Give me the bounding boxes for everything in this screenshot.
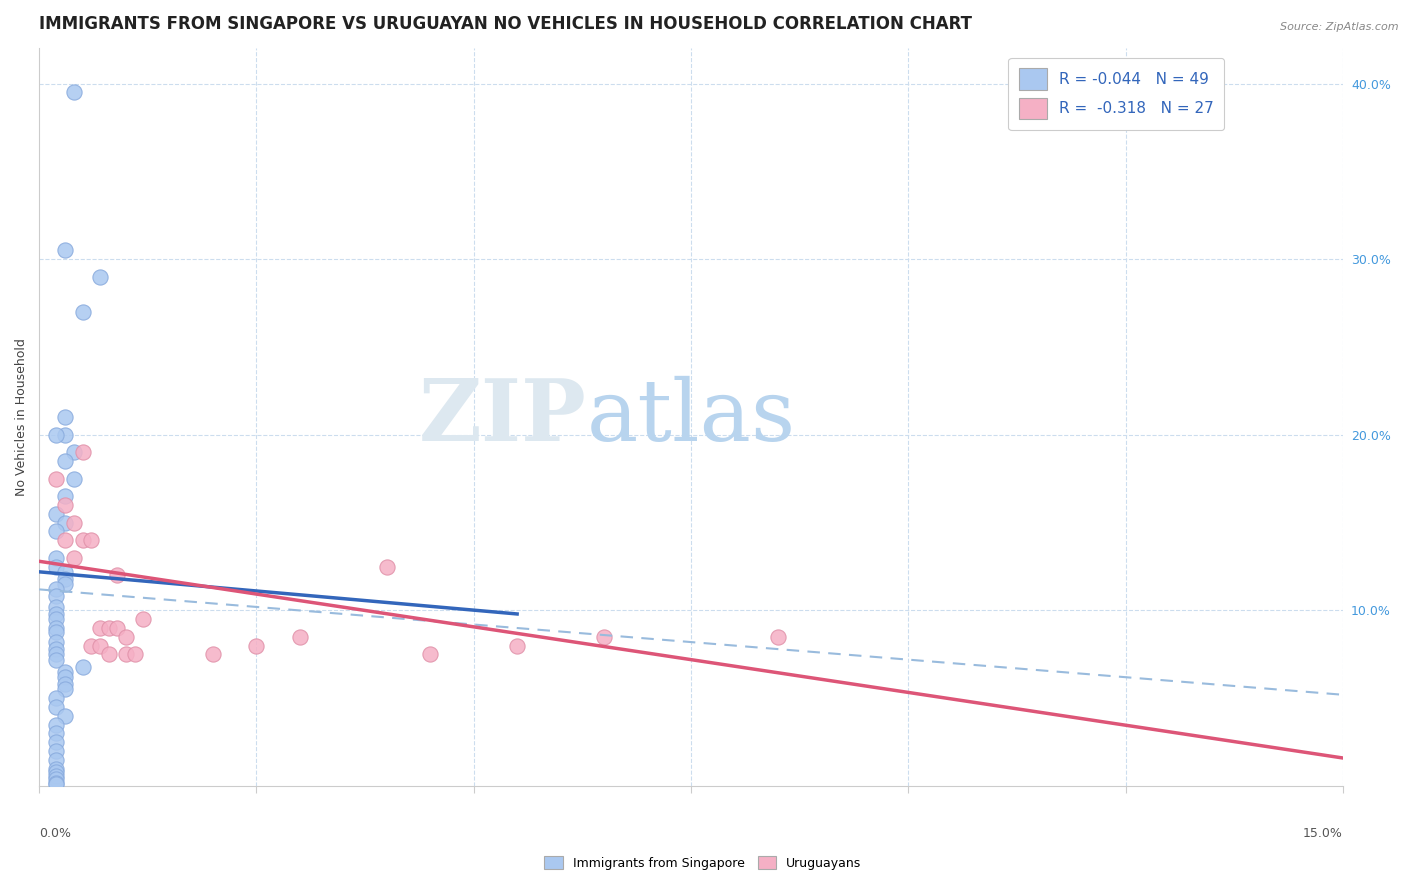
- Point: [63, 472, 86, 486]
- Point: [45, 642, 67, 657]
- Point: [80, 533, 103, 548]
- Point: [506, 639, 529, 653]
- Point: [45, 735, 67, 749]
- Point: [72, 659, 94, 673]
- Point: [53, 670, 76, 684]
- Point: [63, 445, 86, 459]
- Text: IMMIGRANTS FROM SINGAPORE VS URUGUAYAN NO VEHICLES IN HOUSEHOLD CORRELATION CHAR: IMMIGRANTS FROM SINGAPORE VS URUGUAYAN N…: [39, 15, 972, 33]
- Point: [45, 559, 67, 574]
- Point: [53, 427, 76, 442]
- Point: [72, 305, 94, 319]
- Point: [63, 550, 86, 565]
- Point: [53, 410, 76, 425]
- Point: [89, 269, 111, 284]
- Point: [45, 648, 67, 662]
- Point: [53, 244, 76, 258]
- Point: [53, 565, 76, 579]
- Text: 0.0%: 0.0%: [39, 827, 72, 839]
- Point: [45, 691, 67, 706]
- Point: [53, 572, 76, 586]
- Point: [53, 498, 76, 512]
- Point: [593, 630, 616, 644]
- Point: [53, 709, 76, 723]
- Point: [766, 630, 789, 644]
- Point: [53, 533, 76, 548]
- Point: [45, 507, 67, 521]
- Point: [89, 621, 111, 635]
- Point: [45, 624, 67, 639]
- Point: [201, 648, 224, 662]
- Point: [45, 717, 67, 731]
- Point: [45, 599, 67, 614]
- Point: [45, 607, 67, 621]
- Legend: R = -0.044   N = 49, R =  -0.318   N = 27: R = -0.044 N = 49, R = -0.318 N = 27: [1008, 58, 1225, 130]
- Text: ZIP: ZIP: [419, 376, 586, 459]
- Text: Source: ZipAtlas.com: Source: ZipAtlas.com: [1281, 22, 1399, 32]
- Point: [124, 648, 146, 662]
- Point: [53, 489, 76, 503]
- Point: [45, 550, 67, 565]
- Point: [63, 86, 86, 100]
- Text: 15.0%: 15.0%: [1303, 827, 1343, 839]
- Y-axis label: No Vehicles in Household: No Vehicles in Household: [15, 338, 28, 496]
- Point: [53, 577, 76, 591]
- Point: [375, 559, 398, 574]
- Point: [53, 665, 76, 679]
- Point: [53, 677, 76, 691]
- Point: [53, 516, 76, 530]
- Text: atlas: atlas: [586, 376, 796, 458]
- Legend: Immigrants from Singapore, Uruguayans: Immigrants from Singapore, Uruguayans: [540, 852, 866, 875]
- Point: [45, 635, 67, 649]
- Point: [45, 762, 67, 776]
- Point: [45, 524, 67, 539]
- Point: [72, 445, 94, 459]
- Point: [45, 427, 67, 442]
- Point: [105, 621, 128, 635]
- Point: [245, 639, 267, 653]
- Point: [288, 630, 311, 644]
- Point: [45, 472, 67, 486]
- Point: [45, 726, 67, 740]
- Point: [45, 775, 67, 789]
- Point: [45, 753, 67, 767]
- Point: [45, 590, 67, 604]
- Point: [105, 568, 128, 582]
- Point: [132, 612, 155, 626]
- Point: [45, 744, 67, 758]
- Point: [419, 648, 441, 662]
- Point: [53, 682, 76, 697]
- Point: [45, 612, 67, 626]
- Point: [97, 648, 120, 662]
- Point: [45, 768, 67, 782]
- Point: [72, 533, 94, 548]
- Point: [97, 621, 120, 635]
- Point: [80, 639, 103, 653]
- Point: [63, 516, 86, 530]
- Point: [115, 630, 138, 644]
- Point: [45, 652, 67, 666]
- Point: [45, 777, 67, 791]
- Point: [89, 639, 111, 653]
- Point: [115, 648, 138, 662]
- Point: [45, 621, 67, 635]
- Point: [45, 765, 67, 780]
- Point: [45, 582, 67, 597]
- Point: [45, 772, 67, 786]
- Point: [53, 454, 76, 468]
- Point: [45, 700, 67, 714]
